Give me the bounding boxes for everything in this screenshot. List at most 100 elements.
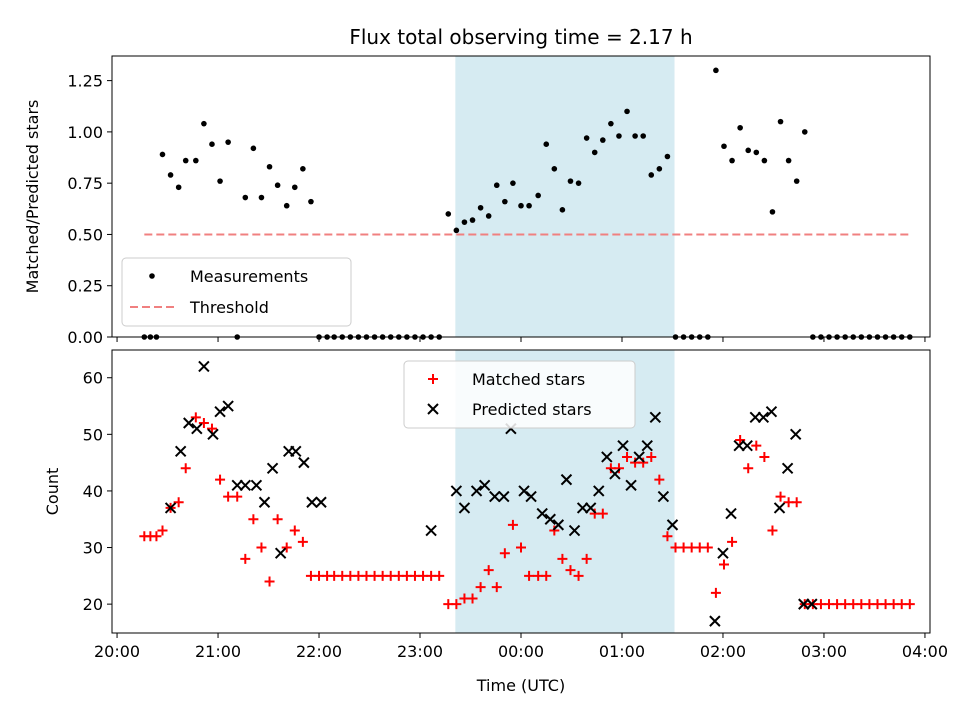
matched-star-point xyxy=(215,474,226,485)
y-tick-label: 20 xyxy=(83,595,103,614)
matched-star-point xyxy=(622,451,633,462)
measurement-point xyxy=(753,149,760,156)
count-x-ticks: 20:00 21:00 22:00 23:00 00:00 01:00 02:00 03:00… xyxy=(94,633,948,661)
ratio-x-ticks xyxy=(116,337,926,342)
y-tick-label: 0.75 xyxy=(67,174,103,193)
predicted-star-point xyxy=(239,479,252,491)
matched-star-point xyxy=(499,548,510,559)
measurement-point xyxy=(600,137,606,143)
measurement-point xyxy=(258,194,265,201)
matched-star-point xyxy=(483,565,494,576)
measurement-point xyxy=(461,219,468,225)
matched-star-point xyxy=(475,582,486,593)
measurement-point xyxy=(453,227,460,234)
predicted-star-point xyxy=(315,496,327,508)
matched-star-point xyxy=(775,491,786,502)
measurement-point xyxy=(737,124,743,131)
y-tick-label: 0.50 xyxy=(67,225,103,244)
matched-star-point xyxy=(491,582,502,593)
predicted-star-point xyxy=(757,411,770,424)
legend-matched-marker xyxy=(428,374,438,384)
measurement-point xyxy=(713,67,719,74)
ratio-marks xyxy=(141,67,913,340)
matched-star-point xyxy=(710,587,721,598)
y-tick-label: 50 xyxy=(83,425,103,444)
measurement-point xyxy=(535,192,541,199)
y-tick-label: 1.00 xyxy=(67,123,103,142)
measurement-point xyxy=(283,202,290,209)
matched-star-point xyxy=(272,514,283,525)
x-tick-label: 01:00 xyxy=(599,642,645,661)
matched-star-point xyxy=(743,463,754,474)
measurement-point xyxy=(559,207,566,213)
predicted-star-point xyxy=(258,496,271,508)
measurement-point xyxy=(274,182,281,189)
measurement-point xyxy=(182,157,189,164)
count-marks xyxy=(139,360,915,627)
measurement-point xyxy=(591,149,598,156)
x-tick-label: 00:00 xyxy=(498,642,544,661)
matched-star-point xyxy=(597,508,608,519)
measurement-point xyxy=(777,118,784,125)
predicted-star-point xyxy=(191,422,203,435)
measurement-point xyxy=(608,120,614,127)
matched-star-point xyxy=(759,451,770,462)
matched-star-point xyxy=(702,542,713,553)
matched-star-point xyxy=(767,525,778,536)
matched-star-point xyxy=(638,457,649,468)
count-y-ticks: 20 30 40 50 60 xyxy=(83,369,112,614)
matched-star-point xyxy=(451,599,462,610)
observing-band-top xyxy=(455,56,675,337)
measurement-point xyxy=(209,141,215,147)
matched-star-point xyxy=(516,542,526,553)
predicted-star-point xyxy=(183,417,195,429)
measurement-point xyxy=(266,163,273,170)
predicted-star-point xyxy=(781,462,794,475)
matched-star-point xyxy=(198,418,209,429)
x-tick-label: 23:00 xyxy=(397,642,443,661)
x-tick-label: 21:00 xyxy=(195,642,241,661)
predicted-star-point xyxy=(584,502,597,514)
measurement-point xyxy=(551,166,558,172)
matched-star-point xyxy=(646,451,657,462)
measurement-point xyxy=(745,147,752,154)
x-tick-label: 03:00 xyxy=(801,642,847,661)
matched-star-point xyxy=(281,542,292,553)
legend-threshold-label: Threshold xyxy=(189,298,269,317)
matched-star-point xyxy=(541,570,552,581)
predicted-star-point xyxy=(617,439,629,452)
legend-box xyxy=(403,360,636,429)
measurement-point xyxy=(167,172,174,178)
matched-star-point xyxy=(507,519,518,530)
ratio-y-axis-label: Matched/Predicted stars xyxy=(23,100,42,294)
legend-predicted-label: Predicted stars xyxy=(472,400,592,419)
predicted-star-point xyxy=(741,439,753,452)
matched-star-point xyxy=(232,491,243,502)
measurement-point xyxy=(664,153,671,160)
measurement-point xyxy=(543,141,550,147)
measurement-point xyxy=(640,133,646,139)
predicted-star-point xyxy=(198,360,210,373)
measurement-point xyxy=(193,157,199,164)
matched-star-point xyxy=(151,531,162,542)
legend-measurements-label: Measurements xyxy=(190,267,308,286)
matched-star-point xyxy=(297,536,308,547)
x-tick-label: 04:00 xyxy=(902,642,948,661)
matched-star-point xyxy=(581,553,592,564)
legend-matched-label: Matched stars xyxy=(472,370,585,389)
predicted-star-point xyxy=(450,485,463,497)
predicted-star-point xyxy=(222,400,234,412)
matched-star-point xyxy=(751,440,762,451)
predicted-star-point xyxy=(657,490,670,503)
measurement-point xyxy=(502,198,508,205)
measurement-point xyxy=(291,184,298,191)
measurement-point xyxy=(445,211,452,217)
measurement-point xyxy=(485,213,492,219)
measurement-point xyxy=(159,151,166,158)
measurement-point xyxy=(648,172,655,178)
measurement-point xyxy=(624,108,630,115)
predicted-star-point xyxy=(425,524,437,537)
measurement-point xyxy=(616,133,622,139)
measurement-point xyxy=(217,178,223,184)
measurement-point xyxy=(656,166,663,172)
